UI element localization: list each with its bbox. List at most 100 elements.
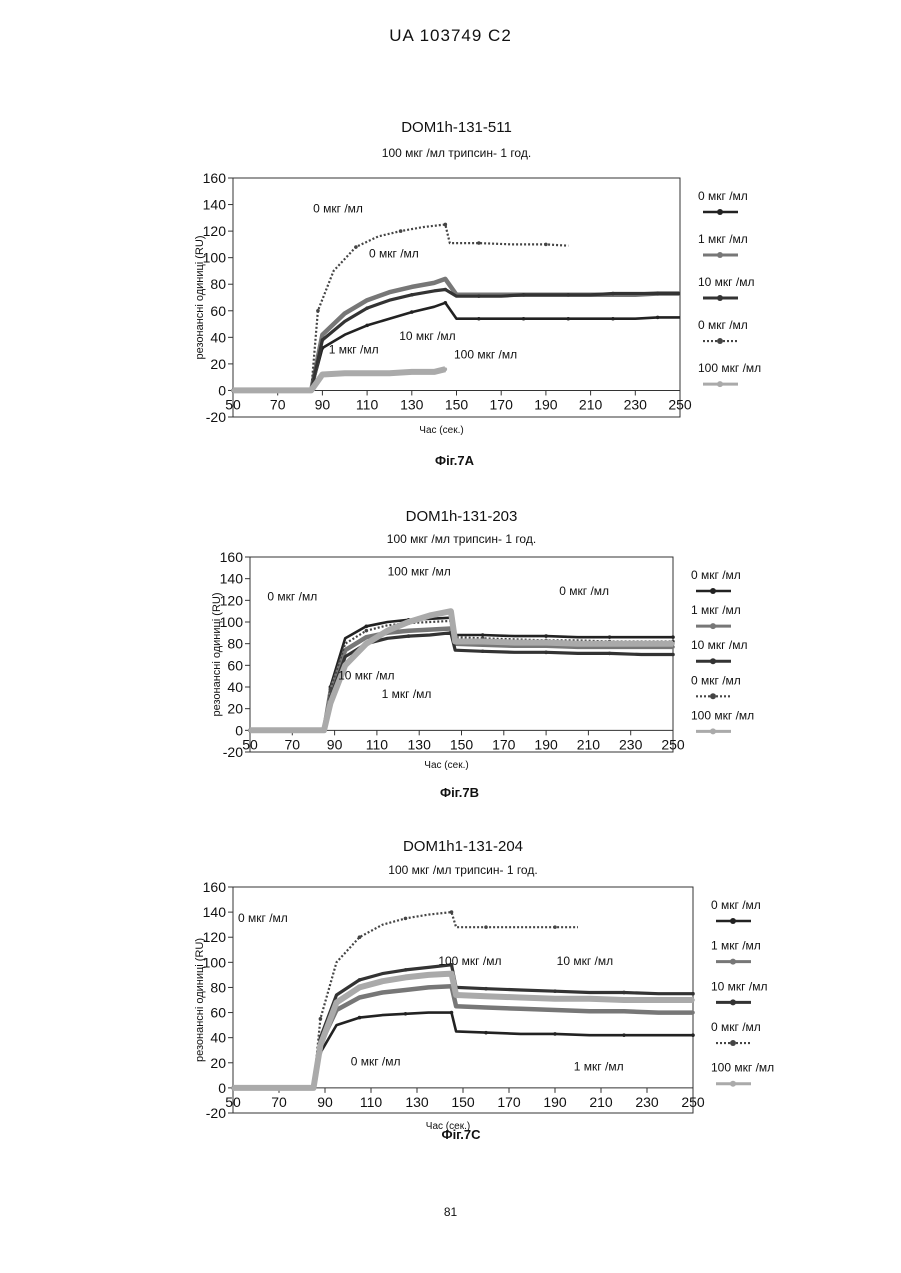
legend-entry-label: 10 мкг /мл [711,979,767,993]
chart-title: DOM1h-131-511 [401,119,512,136]
data-point [522,317,526,321]
data-point [484,1031,488,1035]
data-point [484,987,488,991]
page-header: UA 103749 C2 [0,26,901,46]
x-tick-label: 230 [635,1094,659,1110]
x-tick-label: 50 [242,736,258,752]
legend-entry-label: 1 мкг /мл [691,603,741,617]
x-tick-label: 210 [577,736,601,752]
figure-7c-chart: DOM1h1-131-204 100 мкг /мл трипсин- 1 год… [0,825,901,1185]
y-tick-label: 100 [220,614,244,630]
x-tick-label: 150 [450,736,474,752]
data-point [404,917,408,921]
figure-label: Фіг.7С [441,1127,481,1142]
data-point [484,925,488,929]
data-point [248,729,252,733]
data-point [450,910,454,914]
data-point [622,998,626,1002]
data-point [358,1016,362,1020]
x-tick-label: 50 [225,1094,241,1110]
legend-entry-label: 1 мкг /мл [711,939,761,953]
series-line-2 [233,965,693,1088]
legend-marker [717,338,723,344]
series-line-0 [250,618,673,731]
data-point [691,1011,695,1015]
legend-marker [710,658,716,664]
data-point [691,992,695,996]
chart-title: DOM1h1-131-204 [403,838,523,855]
data-point [477,241,481,245]
y-tick-label: 100 [203,250,227,266]
y-tick-label: 20 [227,701,243,717]
y-tick-label: -20 [223,744,243,760]
legend-marker [730,918,736,924]
x-tick-label: 210 [579,396,603,412]
x-tick-label: 70 [285,736,301,752]
data-point [484,1006,488,1010]
x-tick-label: 250 [681,1094,705,1110]
data-point [407,634,411,638]
data-point [622,1033,626,1037]
data-point [671,653,675,657]
data-point [553,1008,557,1012]
y-tick-label: 60 [210,1005,226,1021]
annotation-label: 0 мкг /мл [238,911,288,925]
legend-marker [730,1040,736,1046]
x-tick-label: 130 [405,1094,429,1110]
series-line-0 [233,1013,693,1088]
data-point [404,988,408,992]
data-point [231,1086,235,1090]
legend-entry-label: 0 мкг /мл [691,568,741,582]
annotation-label: 1 мкг /мл [329,342,379,356]
x-tick-label: 110 [360,1094,383,1110]
data-point [477,317,481,321]
x-tick-label: 250 [668,396,692,412]
x-tick-label: 130 [400,396,424,412]
y-tick-label: 100 [203,954,227,970]
data-point [553,1032,557,1036]
y-tick-label: 60 [210,303,226,319]
legend-entry-label: 0 мкг /мл [691,673,741,687]
annotation-label: 100 мкг /мл [454,348,517,362]
data-point [553,997,557,1001]
data-point [450,1011,454,1015]
y-tick-label: 160 [203,879,227,895]
chart-subtitle: 100 мкг /мл трипсин- 1 год. [388,863,537,877]
x-tick-label: 90 [317,1094,333,1110]
legend-entry-label: 0 мкг /мл [698,189,748,203]
data-point [608,642,612,646]
data-point [404,976,408,980]
annotation-label: 100 мкг /мл [438,954,501,968]
x-tick-label: 170 [490,396,514,412]
data-point [444,277,448,281]
data-point [444,367,448,371]
data-point [404,968,408,972]
y-axis-label: резонансні одиниці (RU) [194,938,206,1062]
chart-subtitle: 100 мкг /мл трипсин- 1 год. [382,146,531,160]
data-point [358,996,362,1000]
annotation-label: 10 мкг /мл [557,954,613,968]
legend-entry-label: 100 мкг /мл [691,708,754,722]
figure-7b-chart: DOM1h-131-203100 мкг /мл трипсин- 1 год.… [0,495,901,855]
data-point [358,978,362,982]
data-point [365,635,369,639]
data-point [484,994,488,998]
legend-marker [717,209,723,215]
y-tick-label: 140 [220,571,244,587]
data-point [622,1010,626,1014]
data-point [321,333,325,337]
legend-marker [730,959,736,965]
y-axis-label: резонансні одиниці (RU) [211,592,223,716]
figure-label: Фіг.7В [440,785,479,800]
y-tick-label: 60 [227,657,243,673]
data-point [481,649,485,653]
legend-marker [710,588,716,594]
y-tick-label: 120 [220,592,244,608]
y-tick-label: 160 [220,549,244,565]
annotation-label: 0 мкг /мл [267,589,317,603]
x-axis-label: Час (сек.) [424,760,468,771]
y-tick-label: 20 [210,1055,226,1071]
data-point [656,292,660,296]
y-tick-label: 80 [210,979,226,995]
legend-marker [730,1081,736,1087]
